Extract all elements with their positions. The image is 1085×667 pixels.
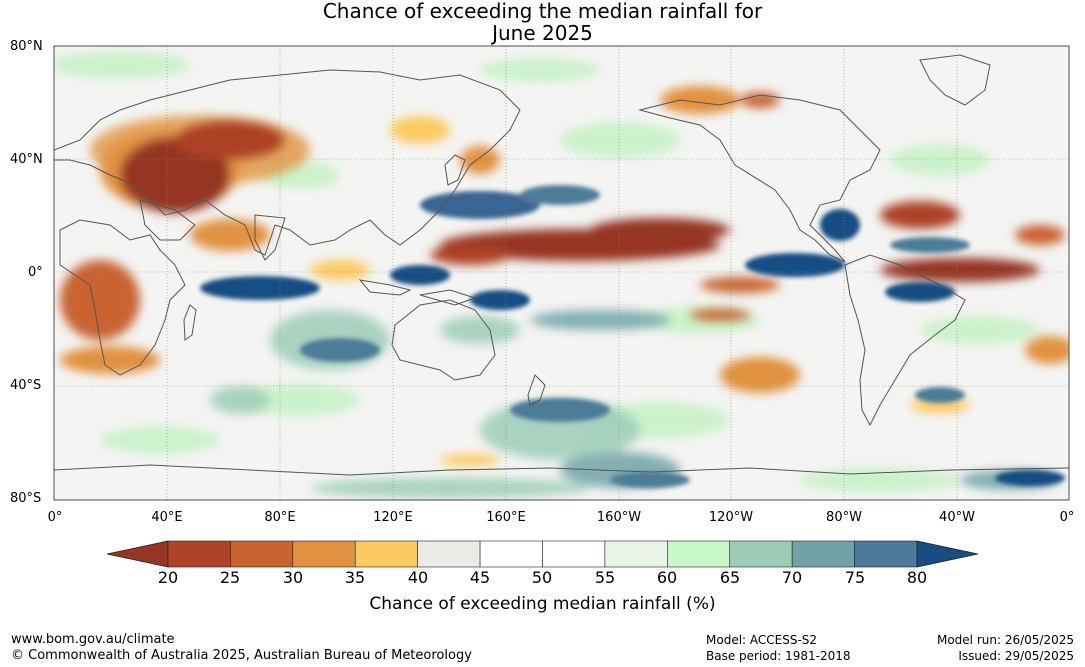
lon-label-80e: 80°E [264, 510, 296, 525]
colorbar-tick: 35 [344, 568, 366, 587]
probability-field [54, 46, 1069, 500]
lon-label-160e: 160°E [486, 510, 526, 525]
map-title-line-1: Chance of exceeding the median rainfall … [322, 0, 763, 23]
colorbar-segment [292, 540, 356, 568]
lon-label-160w: 160°W [596, 510, 642, 525]
colorbar-tick: 75 [844, 568, 866, 587]
lon-label-40e: 40°E [151, 510, 183, 525]
colorbar-tick: 65 [719, 568, 741, 587]
lon-label-120e: 120°E [373, 510, 413, 525]
graticule [54, 46, 1069, 500]
colorbar-tick: 55 [594, 568, 616, 587]
model-name: Model: ACCESS-S2 [706, 633, 818, 647]
base-period: Base period: 1981-2018 [706, 649, 851, 663]
colorbar-tick: 40 [407, 568, 429, 587]
colorbar-segment [417, 540, 481, 568]
colorbar-segment [729, 540, 793, 568]
lat-label-0: 0° [28, 265, 43, 280]
lat-label-80n: 80°N [10, 39, 43, 54]
map-title-line-2: June 2025 [492, 21, 593, 45]
copyright-text: © Commonwealth of Australia 2025, Austra… [11, 648, 472, 663]
website-link[interactable]: www.bom.gov.au/climate [11, 632, 175, 647]
colorbar [106, 540, 979, 568]
colorbar-segment [479, 540, 543, 568]
colorbar-tick: 60 [656, 568, 678, 587]
colorbar-tick: 80 [906, 568, 928, 587]
colorbar-title: Chance of exceeding median rainfall (%) [369, 594, 716, 614]
colorbar-segment [854, 540, 918, 568]
colorbar-segment [542, 540, 606, 568]
colorbar-tick: 20 [157, 568, 179, 587]
colorbar-segment [230, 540, 294, 568]
lon-label-120w: 120°W [708, 510, 754, 525]
lat-label-40n: 40°N [10, 152, 43, 167]
colorbar-segment [354, 540, 418, 568]
lat-label-80s: 80°S [10, 491, 42, 506]
lat-label-40s: 40°S [10, 378, 42, 393]
colorbar-segment [167, 540, 231, 568]
lon-label-80w: 80°W [826, 510, 862, 525]
lon-label-0-right: 0° [1059, 510, 1075, 525]
map-frame [53, 45, 1070, 501]
colorbar-segment [604, 540, 668, 568]
model-run-date: Model run: 26/05/2025 [936, 633, 1074, 647]
lon-label-0-left: 0° [47, 510, 63, 525]
colorbar-tick: 50 [531, 568, 553, 587]
lon-label-40w: 40°W [939, 510, 975, 525]
colorbar-tick: 25 [219, 568, 241, 587]
colorbar-tick: 30 [282, 568, 304, 587]
coastlines [54, 54, 1069, 476]
colorbar-tick: 70 [781, 568, 803, 587]
issued-date: Issued: 29/05/2025 [958, 649, 1074, 663]
colorbar-segment [667, 540, 731, 568]
colorbar-under-arrow [106, 540, 169, 568]
colorbar-tick: 45 [469, 568, 491, 587]
colorbar-over-arrow [916, 540, 979, 568]
colorbar-segment [791, 540, 855, 568]
